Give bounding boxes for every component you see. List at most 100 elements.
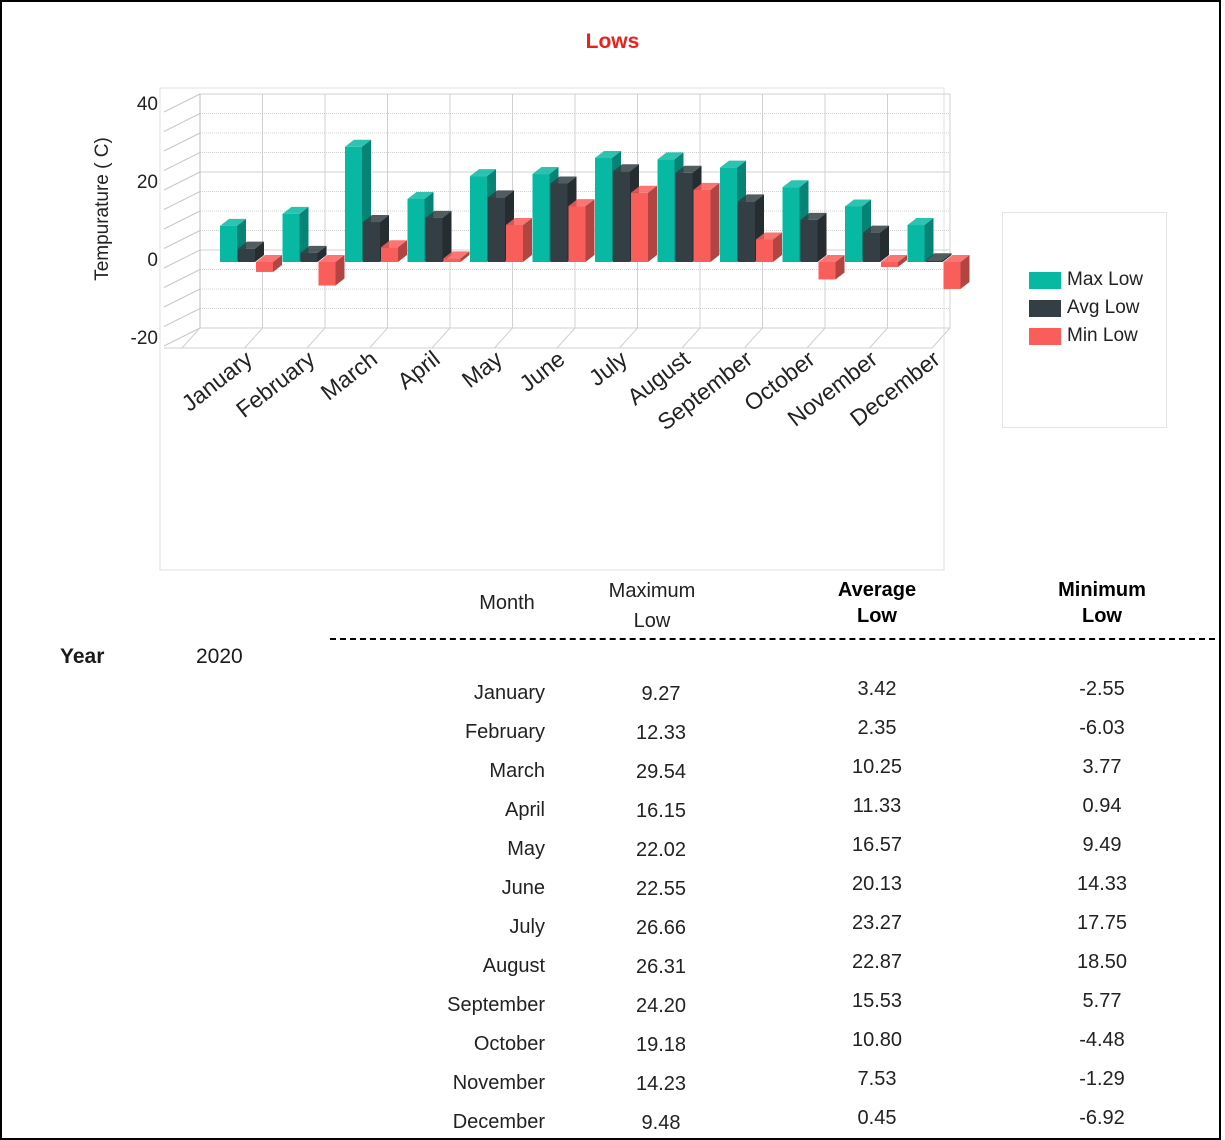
avg-low-cell: 10.25 [851,756,903,778]
avg-low-cell: 22.87 [851,951,903,973]
min-low-cell: -6.03 [1079,717,1125,739]
y-tick-label: -20 [131,328,158,349]
table-row: November 14.23 7.53 -1.29 [2,1068,1219,1107]
gridline-floor [556,327,576,349]
table-row: February 12.33 2.35 -6.03 [2,717,1219,756]
gridline-floor [181,327,201,349]
bar-avg-low [425,210,452,262]
gridline-depth [163,230,201,249]
bar-avg-low [800,212,827,262]
month-cell: June [501,877,545,899]
table-header-minimum-low: Minimum Low [1022,577,1182,629]
gridline-depth [163,93,201,113]
min-low-cell: -1.29 [1079,1068,1125,1090]
gridline-depth [163,210,201,230]
bar-min-low [443,251,470,262]
y-tick-label: 0 [147,250,158,271]
table-header-minimum-low-line2: Low [1082,605,1122,627]
bar-avg-low [925,253,952,262]
min-low-cell: 0.94 [1082,795,1122,817]
table-header-maximum-low-line1: Maximum [608,580,696,602]
month-cell: February [464,721,545,743]
bar-min-low [756,232,782,262]
min-low-cell: 9.49 [1082,834,1122,856]
min-low-cell: 17.75 [1076,912,1128,934]
gridline-depth [163,308,201,327]
gridline-depth [163,269,201,288]
max-low-cell: 22.02 [635,839,687,861]
avg-low-cell: 0.45 [857,1107,897,1129]
y-tick-label: 20 [137,172,158,193]
min-low-cell: 3.77 [1082,756,1122,778]
month-cell: May [507,838,545,860]
max-low-cell: 9.48 [641,1112,681,1134]
legend-item-min-low: Min Low [1029,325,1138,347]
avg-low-cell: 11.33 [852,795,902,817]
table-header-maximum-low: Maximum Low [582,576,722,636]
gridline-floor [431,327,451,349]
min-low-cell: 18.50 [1076,951,1128,973]
max-low-cell: 24.20 [635,995,687,1017]
gridline-floor [869,327,888,349]
chart-legend: Max Low Avg Low Min Low [1002,212,1167,428]
max-low-cell: 22.55 [635,878,687,900]
avg-low-cell: 2.35 [857,717,897,739]
legend-swatch-max-low [1029,271,1061,289]
bar-min-low [818,255,845,280]
table-header-maximum-low-line2: Low [633,610,671,632]
table-row: May 22.02 16.57 9.49 [2,834,1219,873]
max-low-cell: 9.27 [641,683,681,705]
month-cell: October [473,1033,545,1055]
table-header-average-low: Average Low [802,577,952,629]
min-low-cell: 14.33 [1076,873,1128,895]
gridline-depth [163,191,201,210]
max-low-cell: 19.18 [635,1034,687,1056]
bar-min-low [693,182,720,262]
gridline-floor [244,327,263,349]
month-cell: April [504,799,545,821]
avg-low-cell: 3.42 [857,678,897,700]
bar-min-low [943,255,970,289]
max-low-cell: 26.66 [635,917,687,939]
bar-min-low [318,255,345,286]
bar-min-low [881,255,907,268]
table-row: June 22.55 20.13 14.33 [2,873,1219,912]
gridline-depth [163,113,201,132]
y-axis-label: Tempurature ( C) [92,137,113,281]
bar-avg-low [238,241,264,262]
gridline-floor [619,327,638,349]
bar-max-low [907,218,934,262]
table-row: October 19.18 10.80 -4.48 [2,1029,1219,1068]
gridline-floor [369,327,388,349]
max-low-cell: 12.33 [635,722,687,744]
avg-low-cell: 10.80 [851,1029,903,1051]
max-low-cell: 29.54 [635,761,687,783]
avg-low-cell: 20.13 [851,873,903,895]
chart-title: Lows [585,30,640,53]
bar-avg-low [863,225,889,262]
gridline-depth [163,152,201,171]
avg-low-cell: 15.53 [851,990,903,1012]
bar-min-low [381,240,407,262]
legend-swatch-min-low [1029,327,1061,345]
gridline-floor [494,327,513,349]
table-header-average-low-line2: Low [857,605,897,627]
table-row: September 24.20 15.53 5.77 [2,990,1219,1029]
avg-low-cell: 23.27 [851,912,903,934]
bar-min-low [256,255,282,272]
min-low-cell: -2.55 [1079,678,1125,700]
max-low-cell: 16.15 [635,800,687,822]
table-header-month: Month [479,592,535,614]
max-low-cell: 14.23 [635,1073,687,1095]
table-row: March 29.54 10.25 3.77 [2,756,1219,795]
table-header-minimum-low-line1: Minimum [1058,579,1146,601]
legend-swatch-avg-low [1029,299,1061,317]
year-label: Year [60,645,105,668]
year-value: 2020 [196,645,243,668]
gridline-depth [163,288,201,308]
gridline-floor [681,327,701,349]
legend-label-avg-low: Avg Low [1067,297,1140,318]
gridline-floor [744,327,763,349]
legend-label-min-low: Min Low [1067,325,1138,346]
